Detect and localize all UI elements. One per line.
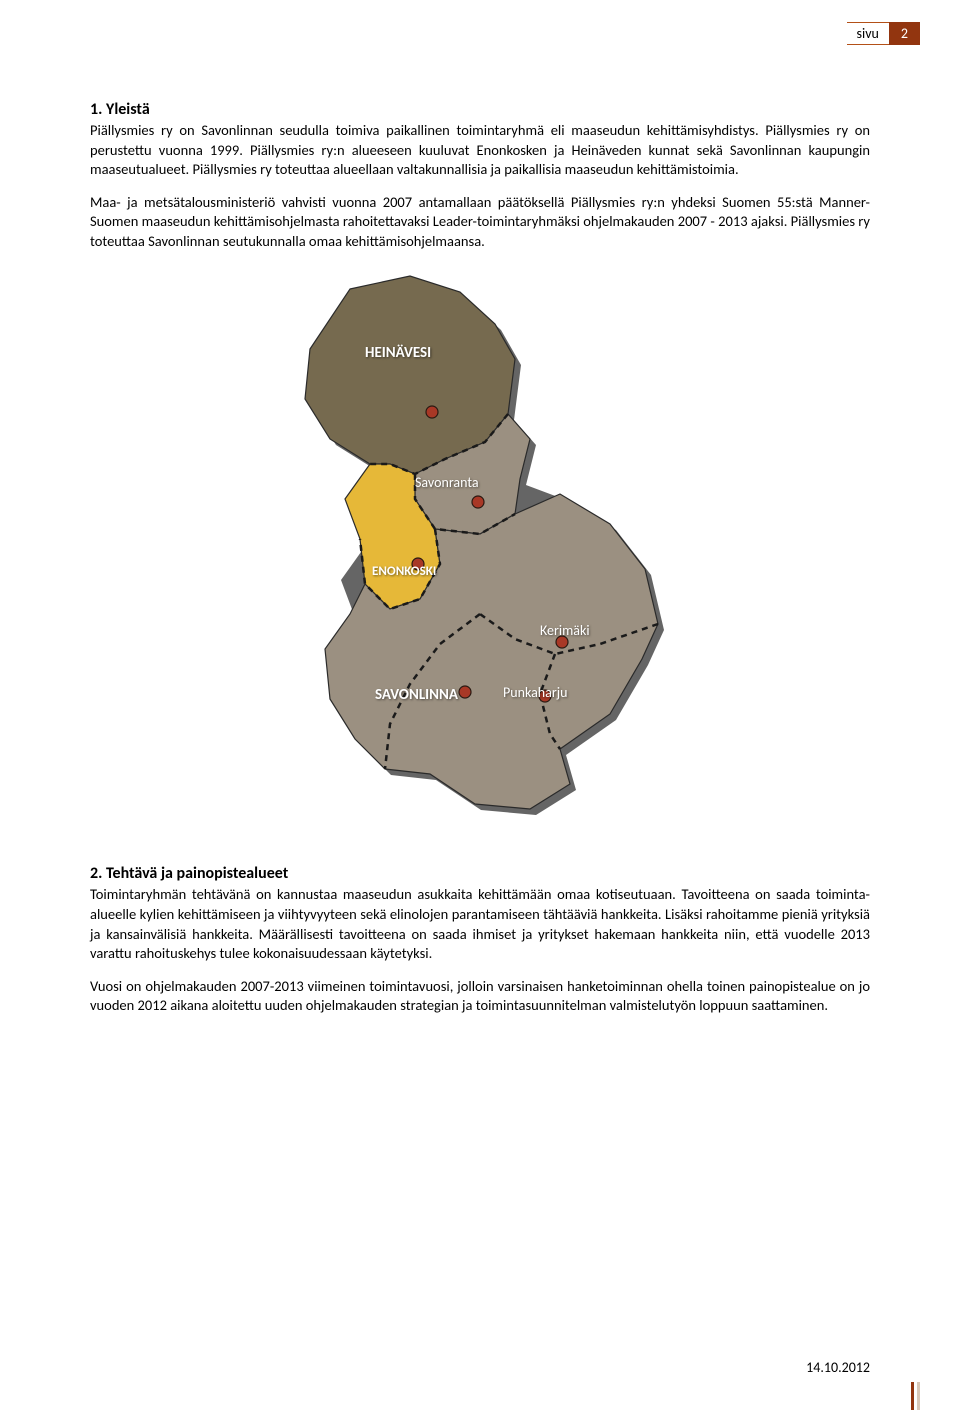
- label-savonranta: Savonranta: [415, 474, 479, 491]
- header-sivu-label: sivu: [847, 22, 889, 45]
- section1-para2: Maa- ja metsätalousministeriö vahvisti v…: [90, 193, 870, 252]
- section2-para1: Toimintaryhmän tehtävänä on kannustaa ma…: [90, 885, 870, 963]
- label-savonlinna: SAVONLINNA: [375, 686, 458, 704]
- label-heinavesi: HEINÄVESI: [365, 344, 431, 362]
- section2-para2: Vuosi on ohjelmakauden 2007-2013 viimein…: [90, 977, 870, 1016]
- label-punkaharju: Punkaharju: [503, 684, 567, 701]
- section1-heading: 1. Yleistä: [90, 100, 870, 119]
- footer-decorative-lines: [911, 1382, 920, 1410]
- dot-savonlinna: [459, 686, 471, 698]
- footer-line-2: [917, 1382, 920, 1410]
- region-map: HEINÄVESI Savonranta ENONKOSKI Kerimäki …: [260, 264, 700, 834]
- footer-date: 14.10.2012: [806, 1359, 870, 1376]
- label-kerimaki: Kerimäki: [540, 622, 590, 639]
- dot-savonranta: [472, 496, 484, 508]
- section2-heading: 2. Tehtävä ja painopistealueet: [90, 864, 870, 883]
- map-svg: [260, 264, 700, 834]
- footer-line-1: [911, 1382, 914, 1410]
- section1-para1: Piällysmies ry on Savonlinnan seudulla t…: [90, 121, 870, 180]
- page-content: 1. Yleistä Piällysmies ry on Savonlinnan…: [90, 100, 870, 1016]
- dot-heinavesi: [426, 406, 438, 418]
- page-header: sivu 2: [847, 22, 920, 45]
- label-enonkoski: ENONKOSKI: [372, 564, 436, 579]
- header-page-number: 2: [889, 22, 920, 45]
